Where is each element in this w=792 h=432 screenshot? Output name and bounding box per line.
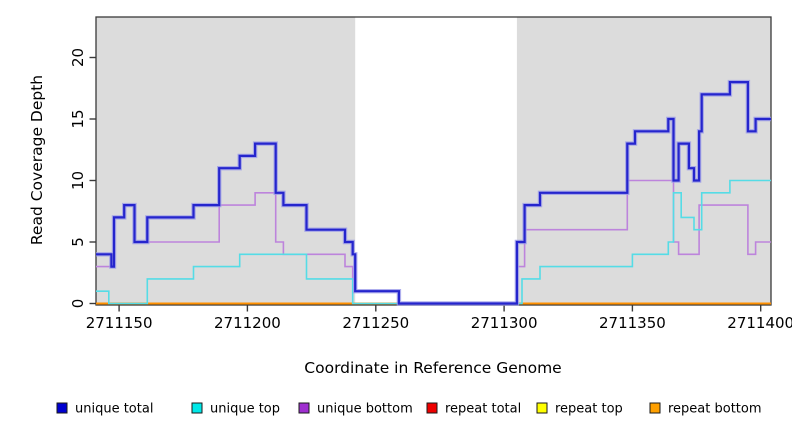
x-tick-label: 2711150 [86, 314, 153, 332]
x-tick-label: 2711250 [342, 314, 409, 332]
x-tick-label: 2711350 [599, 314, 666, 332]
legend-label-unique-total: unique total [75, 402, 153, 417]
legend-item-unique-bottom: unique bottom [298, 402, 413, 417]
legend-label-unique-bottom: unique bottom [317, 402, 413, 417]
y-tick-label: 10 [69, 171, 87, 190]
y-tick-label: 15 [69, 109, 87, 128]
x-tick-label: 2711400 [727, 314, 792, 332]
legend-swatch-unique-top [191, 402, 203, 414]
legend-label-repeat-bottom: repeat bottom [668, 402, 762, 417]
y-axis-title: Read Coverage Depth [28, 74, 46, 246]
legend-item-unique-top: unique top [191, 402, 280, 417]
x-axis-title: Coordinate in Reference Genome [304, 359, 562, 377]
legend-swatch-unique-bottom [298, 402, 310, 414]
legend-swatch-repeat-top [536, 402, 548, 414]
legend-label-unique-top: unique top [210, 402, 280, 417]
y-tick-label: 0 [69, 299, 87, 309]
legend-swatch-unique-total [56, 402, 68, 414]
legend-item-unique-total: unique total [56, 402, 153, 417]
legend-item-repeat-bottom: repeat bottom [649, 402, 762, 417]
legend-swatch-repeat-bottom [649, 402, 661, 414]
legend-item-repeat-top: repeat top [536, 402, 623, 417]
y-tick-label: 20 [69, 48, 87, 67]
y-tick-label: 5 [69, 237, 87, 247]
x-tick-label: 2711200 [214, 314, 281, 332]
series-unique-top [96, 179, 771, 305]
legend-swatch-repeat-total [426, 402, 438, 414]
legend-label-repeat-total: repeat total [445, 402, 521, 417]
legend-label-repeat-top: repeat top [555, 402, 623, 417]
legend-item-repeat-total: repeat total [426, 402, 521, 417]
x-tick-label: 2711300 [471, 314, 538, 332]
repeat-region-band [96, 17, 356, 305]
repeat-region-band [516, 17, 771, 305]
series-unique-total [96, 81, 771, 305]
